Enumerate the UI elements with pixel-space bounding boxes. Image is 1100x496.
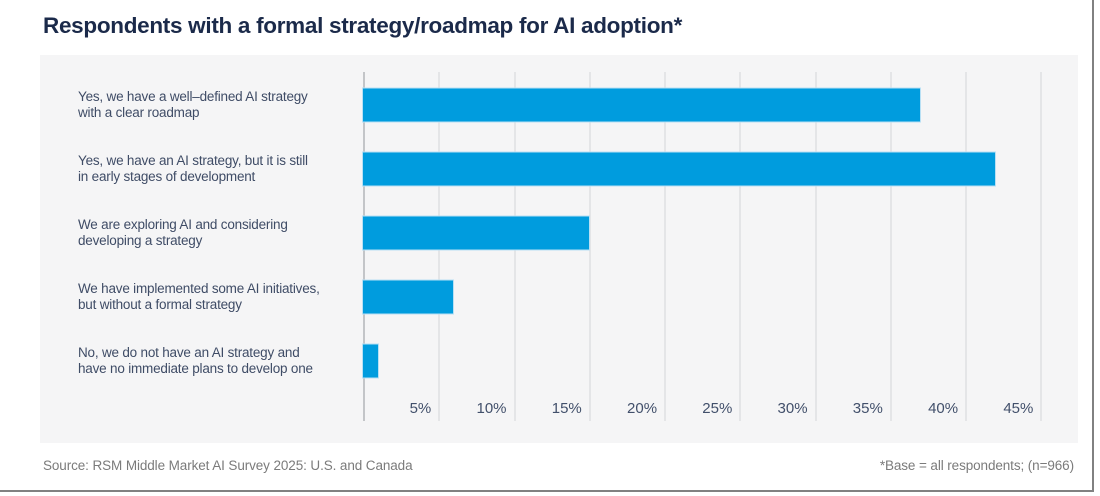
gridline bbox=[814, 72, 817, 421]
bar-track bbox=[363, 137, 1078, 201]
category-label: We have implemented some AI initiatives,… bbox=[78, 280, 320, 313]
chart-row: We are exploring AI and considering devel… bbox=[40, 201, 1078, 265]
gridline bbox=[739, 72, 742, 421]
gridline bbox=[588, 72, 591, 421]
x-tick-label: 15% bbox=[551, 400, 582, 417]
chart-row: We have implemented some AI initiatives,… bbox=[40, 265, 1078, 329]
gridline bbox=[1040, 72, 1043, 421]
source-text: Source: RSM Middle Market AI Survey 2025… bbox=[43, 458, 413, 473]
gridline bbox=[889, 72, 892, 421]
bar-track bbox=[363, 329, 1078, 393]
gridline bbox=[965, 72, 968, 421]
chart-title: Respondents with a formal strategy/roadm… bbox=[43, 13, 683, 38]
category-label: No, we do not have an AI strategy and hav… bbox=[78, 344, 313, 377]
bar bbox=[363, 344, 379, 378]
bar bbox=[363, 280, 454, 314]
bar-track bbox=[363, 201, 1078, 265]
category-label: We are exploring AI and considering devel… bbox=[78, 216, 288, 249]
base-note: *Base = all respondents; (n=966) bbox=[879, 458, 1074, 473]
bar bbox=[363, 88, 920, 122]
footer: Source: RSM Middle Market AI Survey 2025… bbox=[43, 458, 1074, 473]
x-tick-label: 40% bbox=[928, 400, 959, 417]
category-label: Yes, we have an AI strategy, but it is s… bbox=[78, 152, 308, 185]
x-tick-label: 10% bbox=[476, 400, 507, 417]
bar bbox=[363, 152, 996, 186]
chart-row: No, we do not have an AI strategy and hav… bbox=[40, 329, 1078, 393]
bar-rows: Yes, we have a well–defined AI strategy w… bbox=[40, 73, 1078, 393]
category-label: Yes, we have a well–defined AI strategy w… bbox=[78, 88, 308, 121]
chart-panel: 5% 10% 15% 20% 25% 30% 35% 40% 45% Yes, we have … bbox=[40, 55, 1078, 443]
bar-track bbox=[363, 265, 1078, 329]
x-tick-label: 20% bbox=[627, 400, 658, 417]
x-tick-label: 5% bbox=[409, 400, 432, 417]
x-tick-label: 30% bbox=[777, 400, 808, 417]
chart-row: Yes, we have a well–defined AI strategy w… bbox=[40, 73, 1078, 137]
x-axis-ticks: 5% 10% 15% 20% 25% 30% 35% 40% 45% bbox=[363, 400, 1078, 420]
bar bbox=[363, 216, 589, 250]
chart-row: Yes, we have an AI strategy, but it is s… bbox=[40, 137, 1078, 201]
x-tick-label: 35% bbox=[852, 400, 883, 417]
bar-track bbox=[363, 73, 1078, 137]
x-tick-label: 45% bbox=[1003, 400, 1034, 417]
x-tick-label: 25% bbox=[702, 400, 733, 417]
gridline bbox=[664, 72, 667, 421]
